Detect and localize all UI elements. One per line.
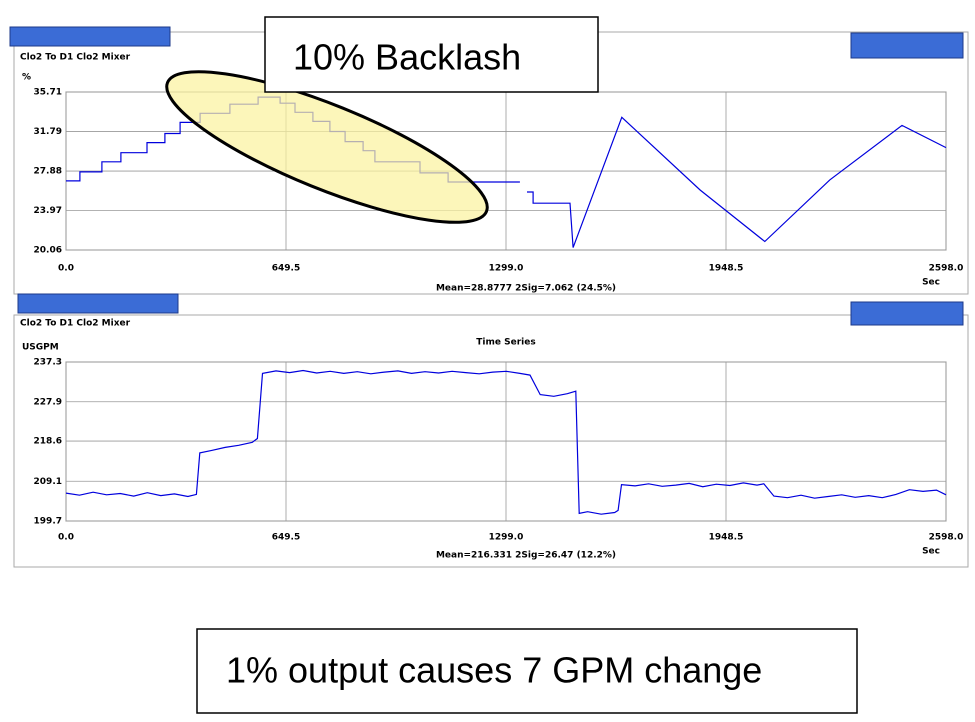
y-tick-label: 23.97 (34, 206, 62, 216)
y-tick-label: 237.3 (34, 358, 62, 368)
highlight-ellipse (165, 70, 489, 224)
redaction (850, 301, 964, 326)
x-tick-label: 2598.0 (929, 533, 964, 543)
annotations: 10% Backlash 1% output causes 7 GPM chan… (9, 16, 964, 714)
y-axis-label: USGPM (22, 343, 59, 353)
callout-text: 10% Backlash (293, 37, 521, 78)
data-line (65, 369, 947, 515)
x-tick-label: 1948.5 (709, 264, 744, 274)
x-axis-label: Sec (922, 278, 940, 288)
panel-title: Clo2 To D1 Clo2 Mixer (20, 319, 131, 329)
y-tick-label: 35.71 (34, 88, 62, 98)
stats-label: Mean=216.331 2Sig=26.47 (12.2%) (436, 551, 616, 561)
y-tick-label: 199.7 (34, 517, 62, 527)
x-tick-label: 1948.5 (709, 533, 744, 543)
x-tick-label: 0.0 (58, 533, 74, 543)
y-axis-label: % (22, 73, 31, 83)
y-tick-label: 218.6 (34, 437, 62, 447)
stats-label: Mean=28.8777 2Sig=7.062 (24.5%) (436, 284, 616, 294)
redaction (17, 293, 179, 314)
redaction (9, 26, 171, 47)
x-tick-label: 1299.0 (489, 264, 524, 274)
caption-text: 1% output causes 7 GPM change (226, 650, 762, 691)
y-tick-label: 27.88 (34, 167, 62, 177)
y-tick-label: 209.1 (34, 477, 62, 487)
x-tick-label: 1299.0 (489, 533, 524, 543)
x-tick-label: 2598.0 (929, 264, 964, 274)
x-tick-label: 0.0 (58, 264, 74, 274)
callout-box (264, 16, 599, 93)
redaction (850, 32, 964, 59)
caption-box (196, 628, 858, 714)
y-tick-label: 31.79 (34, 127, 62, 137)
x-tick-label: 649.5 (272, 533, 300, 543)
x-tick-label: 649.5 (272, 264, 300, 274)
y-tick-label: 20.06 (34, 246, 62, 256)
panel-title: Clo2 To D1 Clo2 Mixer (20, 53, 131, 63)
x-axis-label: Sec (922, 547, 940, 557)
y-tick-label: 227.9 (34, 397, 62, 407)
chart-subtitle: Time Series (476, 338, 535, 348)
